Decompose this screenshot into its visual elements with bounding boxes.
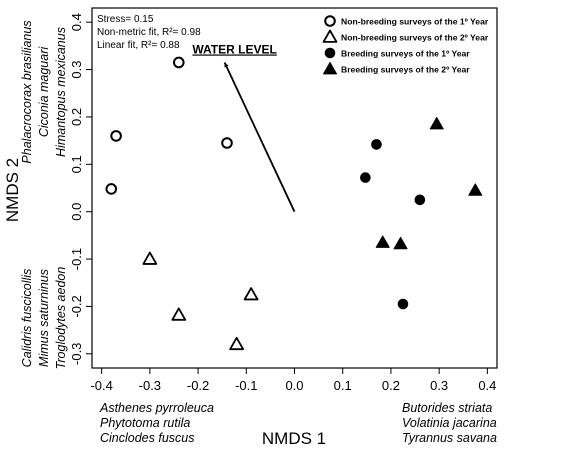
y-tick-label: 0.3: [69, 61, 84, 79]
data-point-series-1: [105, 183, 118, 195]
stats-label: Non-metric fit, R²= 0.98: [97, 27, 201, 38]
x-tick-label: -0.2: [187, 378, 209, 393]
data-point-series-3: [360, 172, 371, 183]
x-tick-label: -0.4: [90, 378, 112, 393]
species-label: Himantopus mexicanus: [54, 27, 68, 157]
data-point-series-1: [221, 137, 233, 149]
species-label: Asthenes pyrroleuca: [99, 401, 214, 415]
y-axis-label: NMDS 2: [3, 158, 22, 222]
x-axis-label: NMDS 1: [262, 429, 326, 448]
species-label: Calidris fuscicollis: [20, 269, 34, 368]
species-label: Tyrannus savana: [402, 431, 497, 445]
legend-marker: [324, 15, 336, 27]
legend-marker: [322, 29, 338, 43]
y-tick-label: 0.2: [69, 108, 84, 126]
x-tick-label: 0.3: [430, 378, 448, 393]
legend-marker: [324, 47, 336, 59]
data-point-series-2: [171, 307, 187, 321]
species-label: Phytotoma rutila: [100, 416, 190, 430]
vector-arrowhead: [224, 62, 229, 68]
data-point-series-4: [429, 117, 444, 130]
x-tick-label: 0.1: [334, 378, 352, 393]
species-label: Troglodytes aedon: [54, 267, 68, 370]
species-label: Volatinia jacarina: [402, 416, 497, 430]
vector-label: WATER LEVEL: [192, 42, 276, 56]
species-label: Ciconia maguari: [37, 46, 51, 138]
x-tick-label: 0.4: [478, 378, 496, 393]
water-level-vector: [223, 62, 296, 213]
y-tick-label: -0.2: [69, 295, 84, 317]
data-point-series-2: [243, 287, 259, 301]
data-point-series-1: [110, 130, 122, 142]
x-tick-label: 0.2: [382, 378, 400, 393]
legend-label: Non-breeding surveys of the 1º Year: [341, 17, 489, 27]
legend-box: [322, 12, 496, 78]
data-point-series-4: [468, 183, 483, 196]
legend-label: Breeding surveys of the 2º Year: [341, 65, 470, 75]
data-point-series-3: [371, 139, 382, 150]
y-tick-label: 0.4: [69, 13, 84, 31]
y-tick-label: -0.3: [69, 343, 84, 365]
legend-label: Breeding surveys of the 1º Year: [341, 49, 470, 59]
data-point-series-4: [393, 236, 408, 250]
x-tick-label: -0.3: [139, 378, 161, 393]
species-label: Cinclodes fuscus: [100, 431, 195, 445]
legend-marker: [323, 62, 337, 75]
data-point-series-2: [142, 251, 158, 265]
species-label: Butorides striata: [402, 401, 492, 415]
species-label: Mimus saturninus: [37, 269, 51, 367]
y-tick-label: 0.1: [69, 155, 84, 173]
stats-label: Stress= 0.15: [97, 14, 154, 25]
data-point-series-2: [229, 336, 245, 351]
data-point-series-4: [375, 235, 390, 248]
x-tick-label: 0.0: [285, 378, 303, 393]
data-point-series-1: [172, 56, 185, 69]
legend-label: Non-breeding surveys of the 2º Year: [341, 33, 489, 43]
data-point-series-3: [397, 298, 409, 310]
data-point-series-3: [414, 194, 426, 206]
x-tick-label: -0.1: [235, 378, 257, 393]
species-label: Phalacrocorax brasilianus: [20, 20, 34, 163]
y-tick-label: -0.1: [69, 248, 84, 270]
stats-label: Linear fit, R²= 0.88: [97, 40, 180, 51]
y-tick-label: 0.0: [69, 203, 84, 221]
